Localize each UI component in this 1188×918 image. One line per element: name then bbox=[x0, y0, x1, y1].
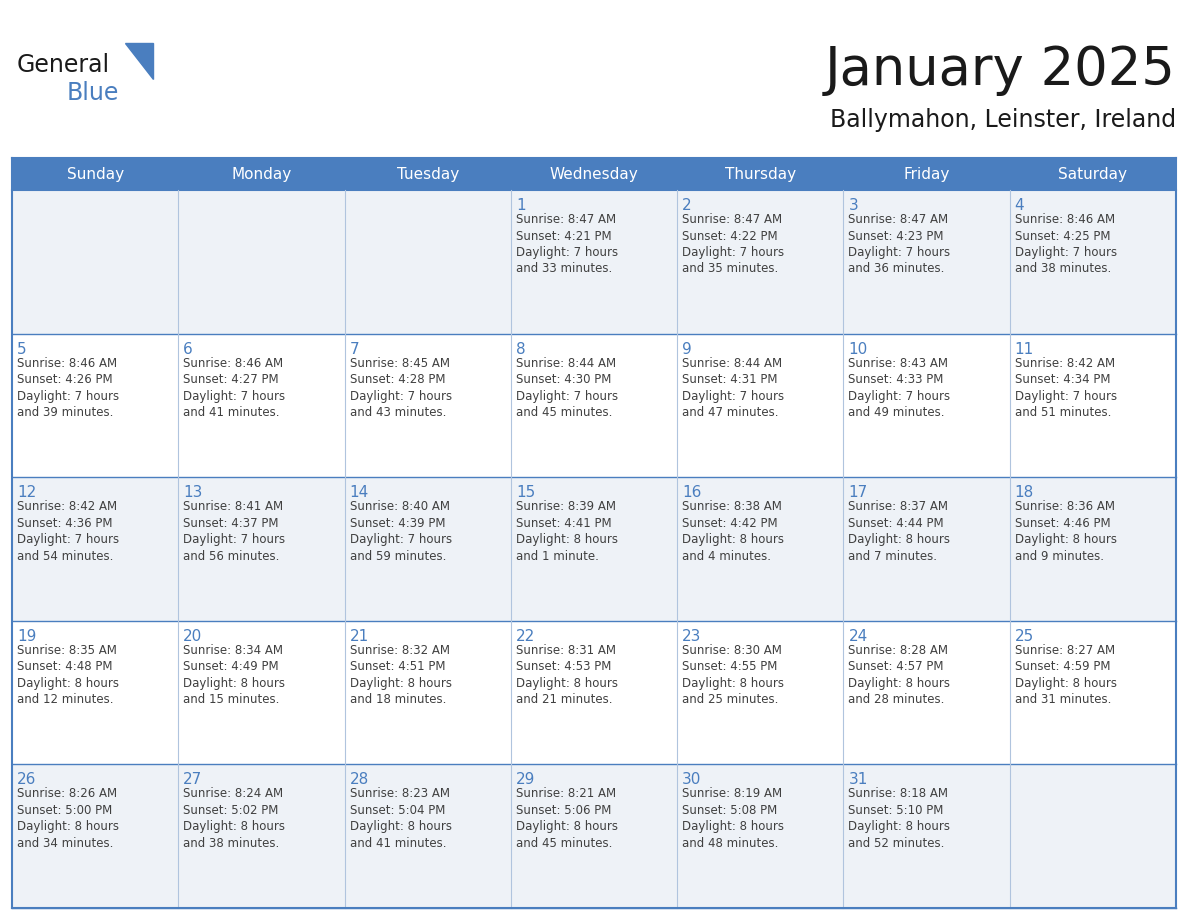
Text: 21: 21 bbox=[349, 629, 368, 644]
Text: Sunday: Sunday bbox=[67, 166, 124, 182]
Text: 25: 25 bbox=[1015, 629, 1034, 644]
Text: 30: 30 bbox=[682, 772, 702, 788]
Text: 20: 20 bbox=[183, 629, 202, 644]
Text: January 2025: January 2025 bbox=[826, 44, 1176, 96]
Text: General: General bbox=[17, 53, 110, 77]
Text: Sunrise: 8:36 AM
Sunset: 4:46 PM
Daylight: 8 hours
and 9 minutes.: Sunrise: 8:36 AM Sunset: 4:46 PM Dayligh… bbox=[1015, 500, 1117, 563]
Text: Sunrise: 8:46 AM
Sunset: 4:25 PM
Daylight: 7 hours
and 38 minutes.: Sunrise: 8:46 AM Sunset: 4:25 PM Dayligh… bbox=[1015, 213, 1117, 275]
Bar bbox=[12, 477, 1176, 621]
Text: Sunrise: 8:42 AM
Sunset: 4:36 PM
Daylight: 7 hours
and 54 minutes.: Sunrise: 8:42 AM Sunset: 4:36 PM Dayligh… bbox=[17, 500, 119, 563]
Text: Sunrise: 8:40 AM
Sunset: 4:39 PM
Daylight: 7 hours
and 59 minutes.: Sunrise: 8:40 AM Sunset: 4:39 PM Dayligh… bbox=[349, 500, 451, 563]
Text: 14: 14 bbox=[349, 486, 368, 500]
Text: 10: 10 bbox=[848, 341, 867, 356]
Text: 13: 13 bbox=[183, 486, 203, 500]
Text: Wednesday: Wednesday bbox=[550, 166, 638, 182]
Text: Sunrise: 8:28 AM
Sunset: 4:57 PM
Daylight: 8 hours
and 28 minutes.: Sunrise: 8:28 AM Sunset: 4:57 PM Dayligh… bbox=[848, 644, 950, 706]
Text: Sunrise: 8:46 AM
Sunset: 4:26 PM
Daylight: 7 hours
and 39 minutes.: Sunrise: 8:46 AM Sunset: 4:26 PM Dayligh… bbox=[17, 356, 119, 420]
Text: 29: 29 bbox=[516, 772, 536, 788]
Text: Sunrise: 8:38 AM
Sunset: 4:42 PM
Daylight: 8 hours
and 4 minutes.: Sunrise: 8:38 AM Sunset: 4:42 PM Dayligh… bbox=[682, 500, 784, 563]
Text: 2: 2 bbox=[682, 198, 691, 213]
Text: 22: 22 bbox=[516, 629, 535, 644]
Text: 16: 16 bbox=[682, 486, 702, 500]
Text: Saturday: Saturday bbox=[1059, 166, 1127, 182]
Text: 15: 15 bbox=[516, 486, 535, 500]
Text: Sunrise: 8:32 AM
Sunset: 4:51 PM
Daylight: 8 hours
and 18 minutes.: Sunrise: 8:32 AM Sunset: 4:51 PM Dayligh… bbox=[349, 644, 451, 706]
Text: 1: 1 bbox=[516, 198, 525, 213]
Text: 19: 19 bbox=[17, 629, 37, 644]
Text: 5: 5 bbox=[17, 341, 26, 356]
Text: 8: 8 bbox=[516, 341, 525, 356]
Bar bbox=[12, 621, 1176, 765]
Text: 18: 18 bbox=[1015, 486, 1034, 500]
Text: Sunrise: 8:47 AM
Sunset: 4:21 PM
Daylight: 7 hours
and 33 minutes.: Sunrise: 8:47 AM Sunset: 4:21 PM Dayligh… bbox=[516, 213, 618, 275]
Text: Monday: Monday bbox=[232, 166, 291, 182]
Text: 4: 4 bbox=[1015, 198, 1024, 213]
Bar bbox=[12, 158, 1176, 190]
Text: Sunrise: 8:26 AM
Sunset: 5:00 PM
Daylight: 8 hours
and 34 minutes.: Sunrise: 8:26 AM Sunset: 5:00 PM Dayligh… bbox=[17, 788, 119, 850]
Text: Sunrise: 8:47 AM
Sunset: 4:22 PM
Daylight: 7 hours
and 35 minutes.: Sunrise: 8:47 AM Sunset: 4:22 PM Dayligh… bbox=[682, 213, 784, 275]
Text: 28: 28 bbox=[349, 772, 368, 788]
Text: Sunrise: 8:44 AM
Sunset: 4:30 PM
Daylight: 7 hours
and 45 minutes.: Sunrise: 8:44 AM Sunset: 4:30 PM Dayligh… bbox=[516, 356, 618, 420]
Text: 11: 11 bbox=[1015, 341, 1034, 356]
Text: 7: 7 bbox=[349, 341, 359, 356]
Polygon shape bbox=[125, 43, 153, 79]
Text: Sunrise: 8:39 AM
Sunset: 4:41 PM
Daylight: 8 hours
and 1 minute.: Sunrise: 8:39 AM Sunset: 4:41 PM Dayligh… bbox=[516, 500, 618, 563]
Text: Sunrise: 8:35 AM
Sunset: 4:48 PM
Daylight: 8 hours
and 12 minutes.: Sunrise: 8:35 AM Sunset: 4:48 PM Dayligh… bbox=[17, 644, 119, 706]
Text: Sunrise: 8:30 AM
Sunset: 4:55 PM
Daylight: 8 hours
and 25 minutes.: Sunrise: 8:30 AM Sunset: 4:55 PM Dayligh… bbox=[682, 644, 784, 706]
Text: 27: 27 bbox=[183, 772, 202, 788]
Text: Ballymahon, Leinster, Ireland: Ballymahon, Leinster, Ireland bbox=[830, 108, 1176, 132]
Text: 17: 17 bbox=[848, 486, 867, 500]
Bar bbox=[12, 333, 1176, 477]
Text: 12: 12 bbox=[17, 486, 37, 500]
Bar bbox=[12, 190, 1176, 333]
Text: 9: 9 bbox=[682, 341, 691, 356]
Text: Sunrise: 8:34 AM
Sunset: 4:49 PM
Daylight: 8 hours
and 15 minutes.: Sunrise: 8:34 AM Sunset: 4:49 PM Dayligh… bbox=[183, 644, 285, 706]
Text: Sunrise: 8:21 AM
Sunset: 5:06 PM
Daylight: 8 hours
and 45 minutes.: Sunrise: 8:21 AM Sunset: 5:06 PM Dayligh… bbox=[516, 788, 618, 850]
Text: Sunrise: 8:27 AM
Sunset: 4:59 PM
Daylight: 8 hours
and 31 minutes.: Sunrise: 8:27 AM Sunset: 4:59 PM Dayligh… bbox=[1015, 644, 1117, 706]
Text: Sunrise: 8:24 AM
Sunset: 5:02 PM
Daylight: 8 hours
and 38 minutes.: Sunrise: 8:24 AM Sunset: 5:02 PM Dayligh… bbox=[183, 788, 285, 850]
Text: 31: 31 bbox=[848, 772, 867, 788]
Text: Sunrise: 8:47 AM
Sunset: 4:23 PM
Daylight: 7 hours
and 36 minutes.: Sunrise: 8:47 AM Sunset: 4:23 PM Dayligh… bbox=[848, 213, 950, 275]
Text: Sunrise: 8:37 AM
Sunset: 4:44 PM
Daylight: 8 hours
and 7 minutes.: Sunrise: 8:37 AM Sunset: 4:44 PM Dayligh… bbox=[848, 500, 950, 563]
Text: Tuesday: Tuesday bbox=[397, 166, 459, 182]
Text: Sunrise: 8:23 AM
Sunset: 5:04 PM
Daylight: 8 hours
and 41 minutes.: Sunrise: 8:23 AM Sunset: 5:04 PM Dayligh… bbox=[349, 788, 451, 850]
Text: 23: 23 bbox=[682, 629, 702, 644]
Text: Sunrise: 8:42 AM
Sunset: 4:34 PM
Daylight: 7 hours
and 51 minutes.: Sunrise: 8:42 AM Sunset: 4:34 PM Dayligh… bbox=[1015, 356, 1117, 420]
Text: 26: 26 bbox=[17, 772, 37, 788]
Text: Friday: Friday bbox=[903, 166, 949, 182]
Text: 6: 6 bbox=[183, 341, 192, 356]
Bar bbox=[12, 765, 1176, 908]
Text: Sunrise: 8:41 AM
Sunset: 4:37 PM
Daylight: 7 hours
and 56 minutes.: Sunrise: 8:41 AM Sunset: 4:37 PM Dayligh… bbox=[183, 500, 285, 563]
Text: Sunrise: 8:19 AM
Sunset: 5:08 PM
Daylight: 8 hours
and 48 minutes.: Sunrise: 8:19 AM Sunset: 5:08 PM Dayligh… bbox=[682, 788, 784, 850]
Text: Sunrise: 8:31 AM
Sunset: 4:53 PM
Daylight: 8 hours
and 21 minutes.: Sunrise: 8:31 AM Sunset: 4:53 PM Dayligh… bbox=[516, 644, 618, 706]
Text: Sunrise: 8:44 AM
Sunset: 4:31 PM
Daylight: 7 hours
and 47 minutes.: Sunrise: 8:44 AM Sunset: 4:31 PM Dayligh… bbox=[682, 356, 784, 420]
Text: 24: 24 bbox=[848, 629, 867, 644]
Text: Sunrise: 8:18 AM
Sunset: 5:10 PM
Daylight: 8 hours
and 52 minutes.: Sunrise: 8:18 AM Sunset: 5:10 PM Dayligh… bbox=[848, 788, 950, 850]
Text: 3: 3 bbox=[848, 198, 858, 213]
Text: Sunrise: 8:45 AM
Sunset: 4:28 PM
Daylight: 7 hours
and 43 minutes.: Sunrise: 8:45 AM Sunset: 4:28 PM Dayligh… bbox=[349, 356, 451, 420]
Text: Sunrise: 8:43 AM
Sunset: 4:33 PM
Daylight: 7 hours
and 49 minutes.: Sunrise: 8:43 AM Sunset: 4:33 PM Dayligh… bbox=[848, 356, 950, 420]
Text: Thursday: Thursday bbox=[725, 166, 796, 182]
Text: Sunrise: 8:46 AM
Sunset: 4:27 PM
Daylight: 7 hours
and 41 minutes.: Sunrise: 8:46 AM Sunset: 4:27 PM Dayligh… bbox=[183, 356, 285, 420]
Text: Blue: Blue bbox=[67, 81, 119, 105]
